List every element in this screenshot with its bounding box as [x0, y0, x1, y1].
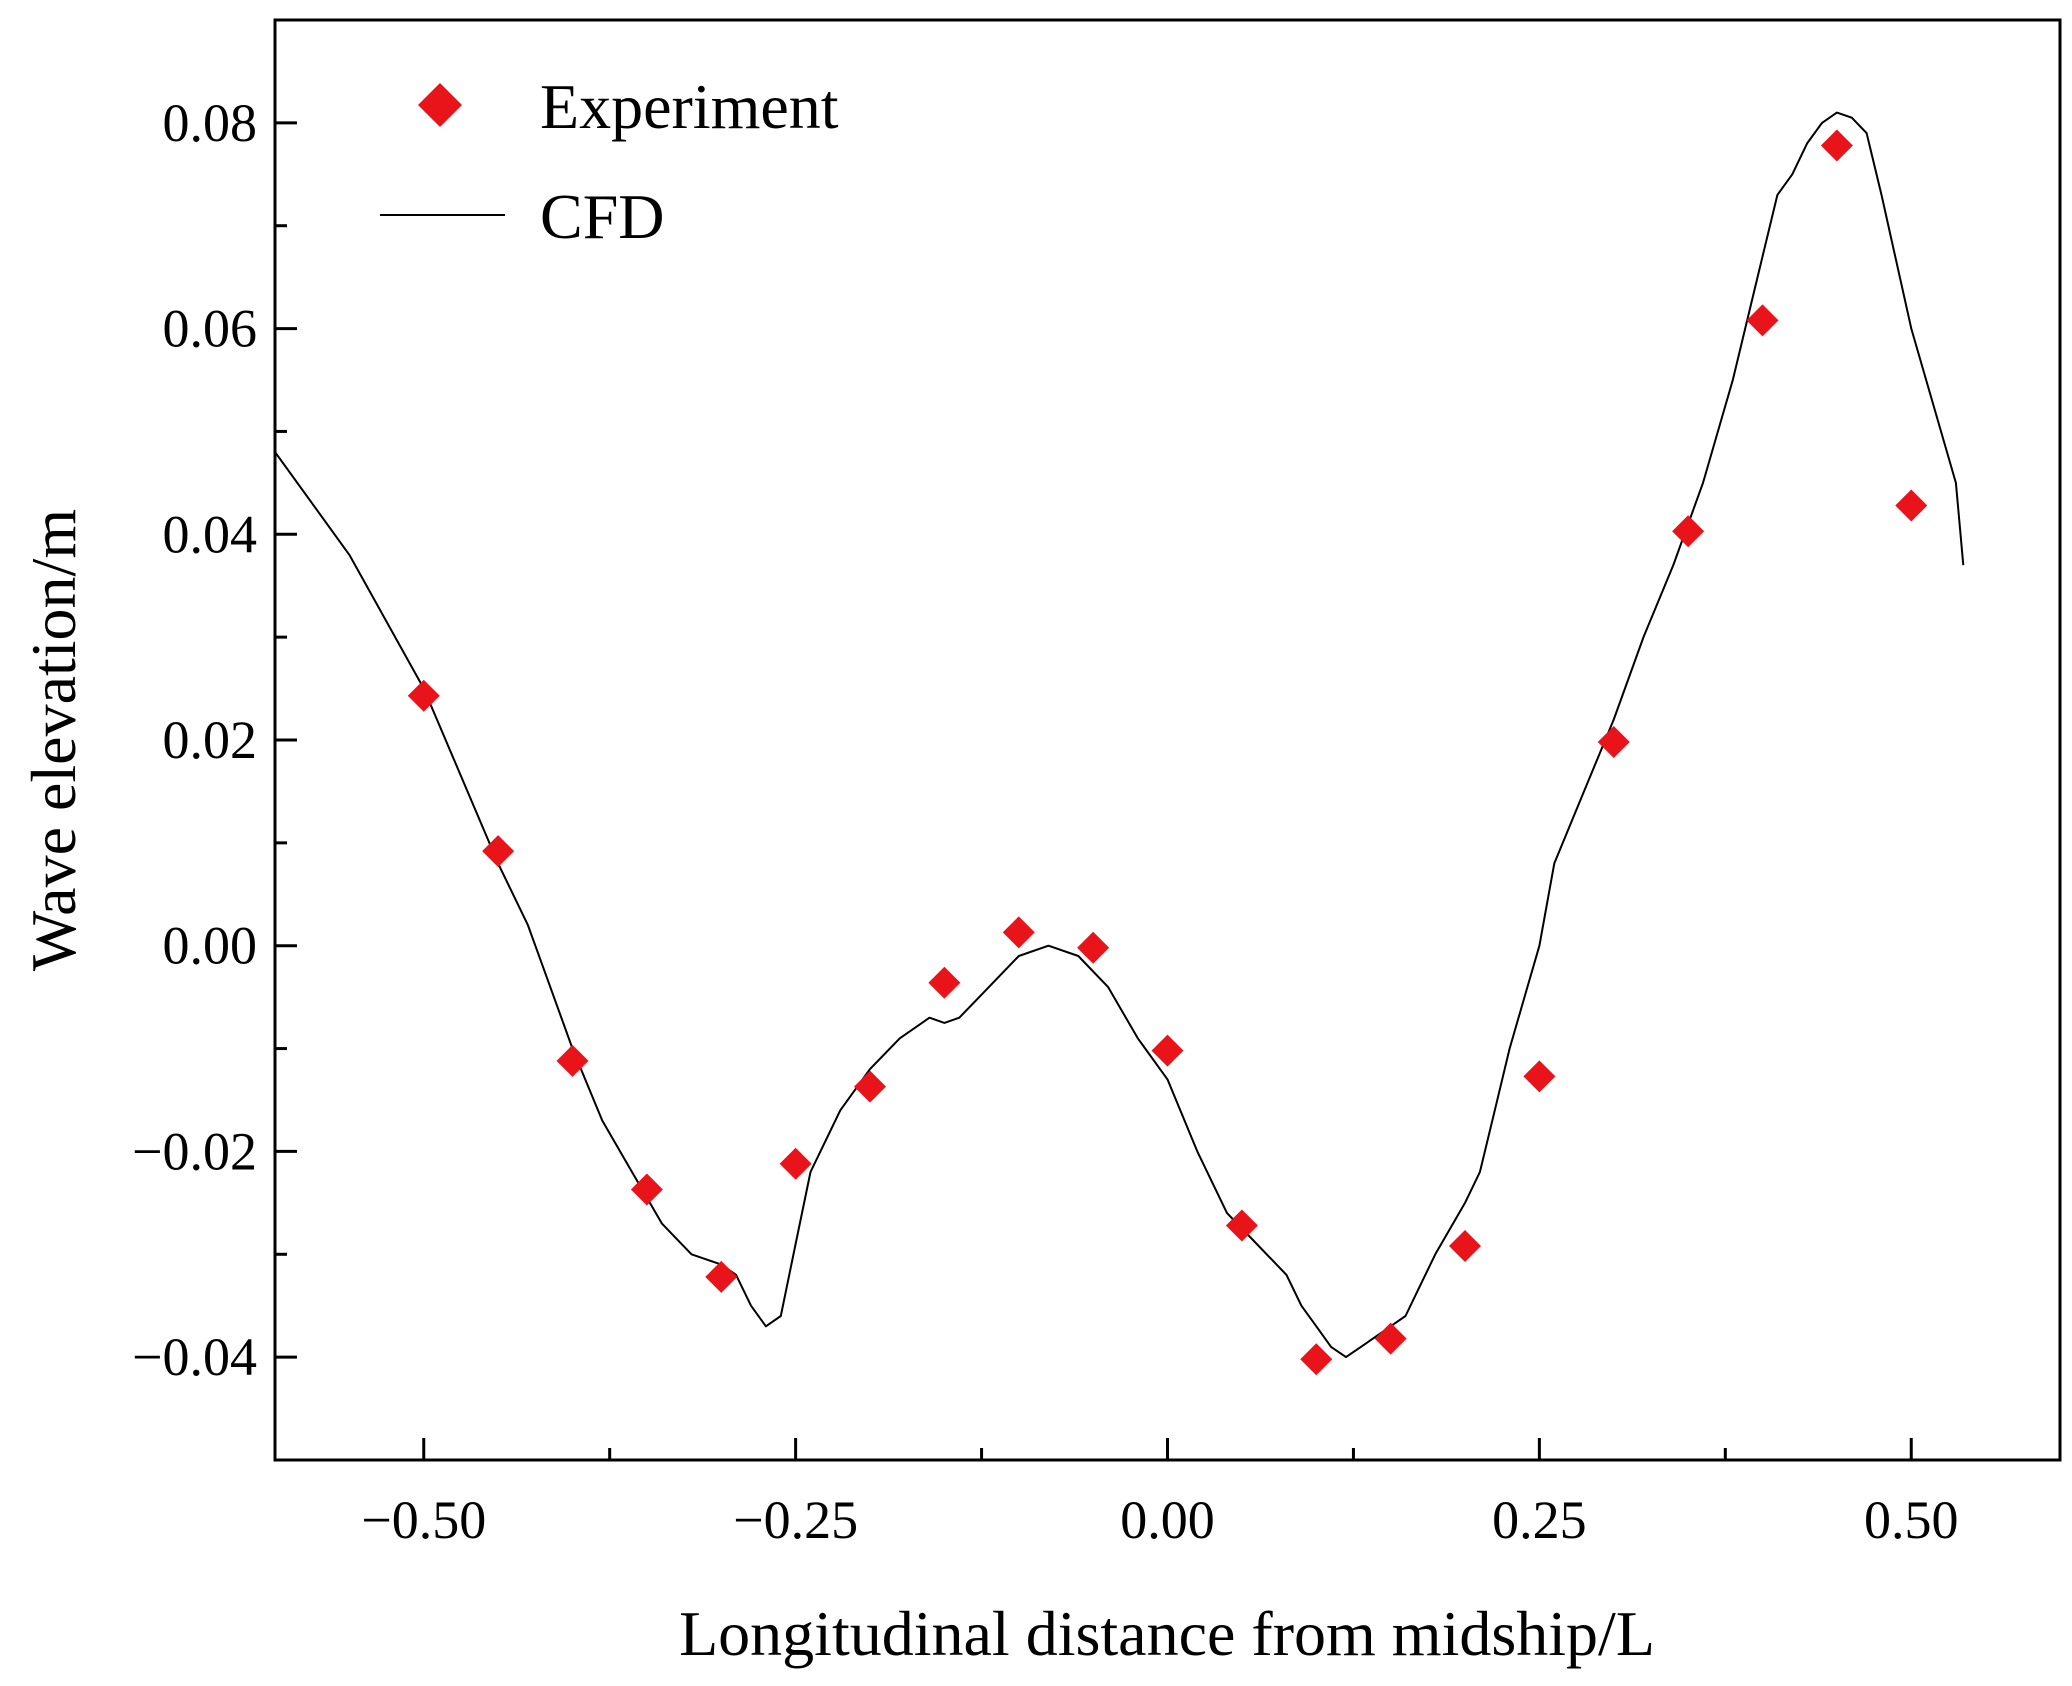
experiment-point	[1077, 931, 1110, 964]
y-tick-label: 0.02	[163, 710, 258, 770]
x-axis-ticks: −0.50 −0.25 0.00 0.25 0.50	[361, 1438, 1959, 1550]
experiment-point	[407, 679, 440, 712]
experiment-point	[1151, 1034, 1184, 1067]
y-tick-label: −0.02	[132, 1121, 257, 1181]
experiment-point	[1449, 1230, 1481, 1263]
experiment-point	[1002, 916, 1035, 949]
y-axis-ticks: −0.04 −0.02 0.00 0.02 0.04 0.06 0.08	[132, 93, 297, 1387]
y-tick-label: 0.00	[163, 916, 258, 976]
experiment-point	[556, 1044, 589, 1077]
y-tick-label: 0.04	[163, 504, 258, 564]
y-tick-label: 0.08	[163, 93, 258, 153]
y-tick-label: −0.04	[132, 1327, 257, 1387]
x-tick-label: 0.50	[1864, 1490, 1959, 1550]
experiment-point	[1225, 1209, 1258, 1242]
experiment-point	[630, 1173, 663, 1206]
cfd-series	[274, 111, 1965, 1359]
experiment-point	[854, 1070, 886, 1103]
legend-experiment-label: Experiment	[540, 71, 839, 142]
experiment-series	[407, 129, 1928, 1376]
experiment-point	[1597, 726, 1630, 759]
cfd-line	[274, 111, 1965, 1359]
legend: Experiment CFD	[380, 71, 839, 252]
experiment-point	[705, 1260, 738, 1293]
x-tick-label: 0.25	[1492, 1490, 1587, 1550]
experiment-point	[1672, 515, 1705, 548]
experiment-point	[928, 966, 961, 999]
experiment-point	[1820, 129, 1853, 162]
experiment-point	[1895, 489, 1928, 522]
experiment-point	[1523, 1060, 1556, 1093]
experiment-point	[1746, 304, 1779, 337]
x-tick-label: −0.50	[361, 1490, 486, 1550]
experiment-point	[482, 835, 515, 868]
x-axis-label: Longitudinal distance from midship/L	[679, 1598, 1655, 1669]
experiment-point	[1374, 1322, 1407, 1355]
experiment-point	[779, 1147, 812, 1180]
legend-experiment-marker	[418, 83, 462, 127]
y-tick-label: 0.06	[163, 299, 258, 359]
x-tick-label: 0.00	[1120, 1490, 1215, 1550]
experiment-point	[1300, 1343, 1333, 1376]
y-axis-label: Wave elevation/m	[18, 509, 89, 971]
x-tick-label: −0.25	[733, 1490, 858, 1550]
legend-cfd-label: CFD	[540, 181, 665, 252]
